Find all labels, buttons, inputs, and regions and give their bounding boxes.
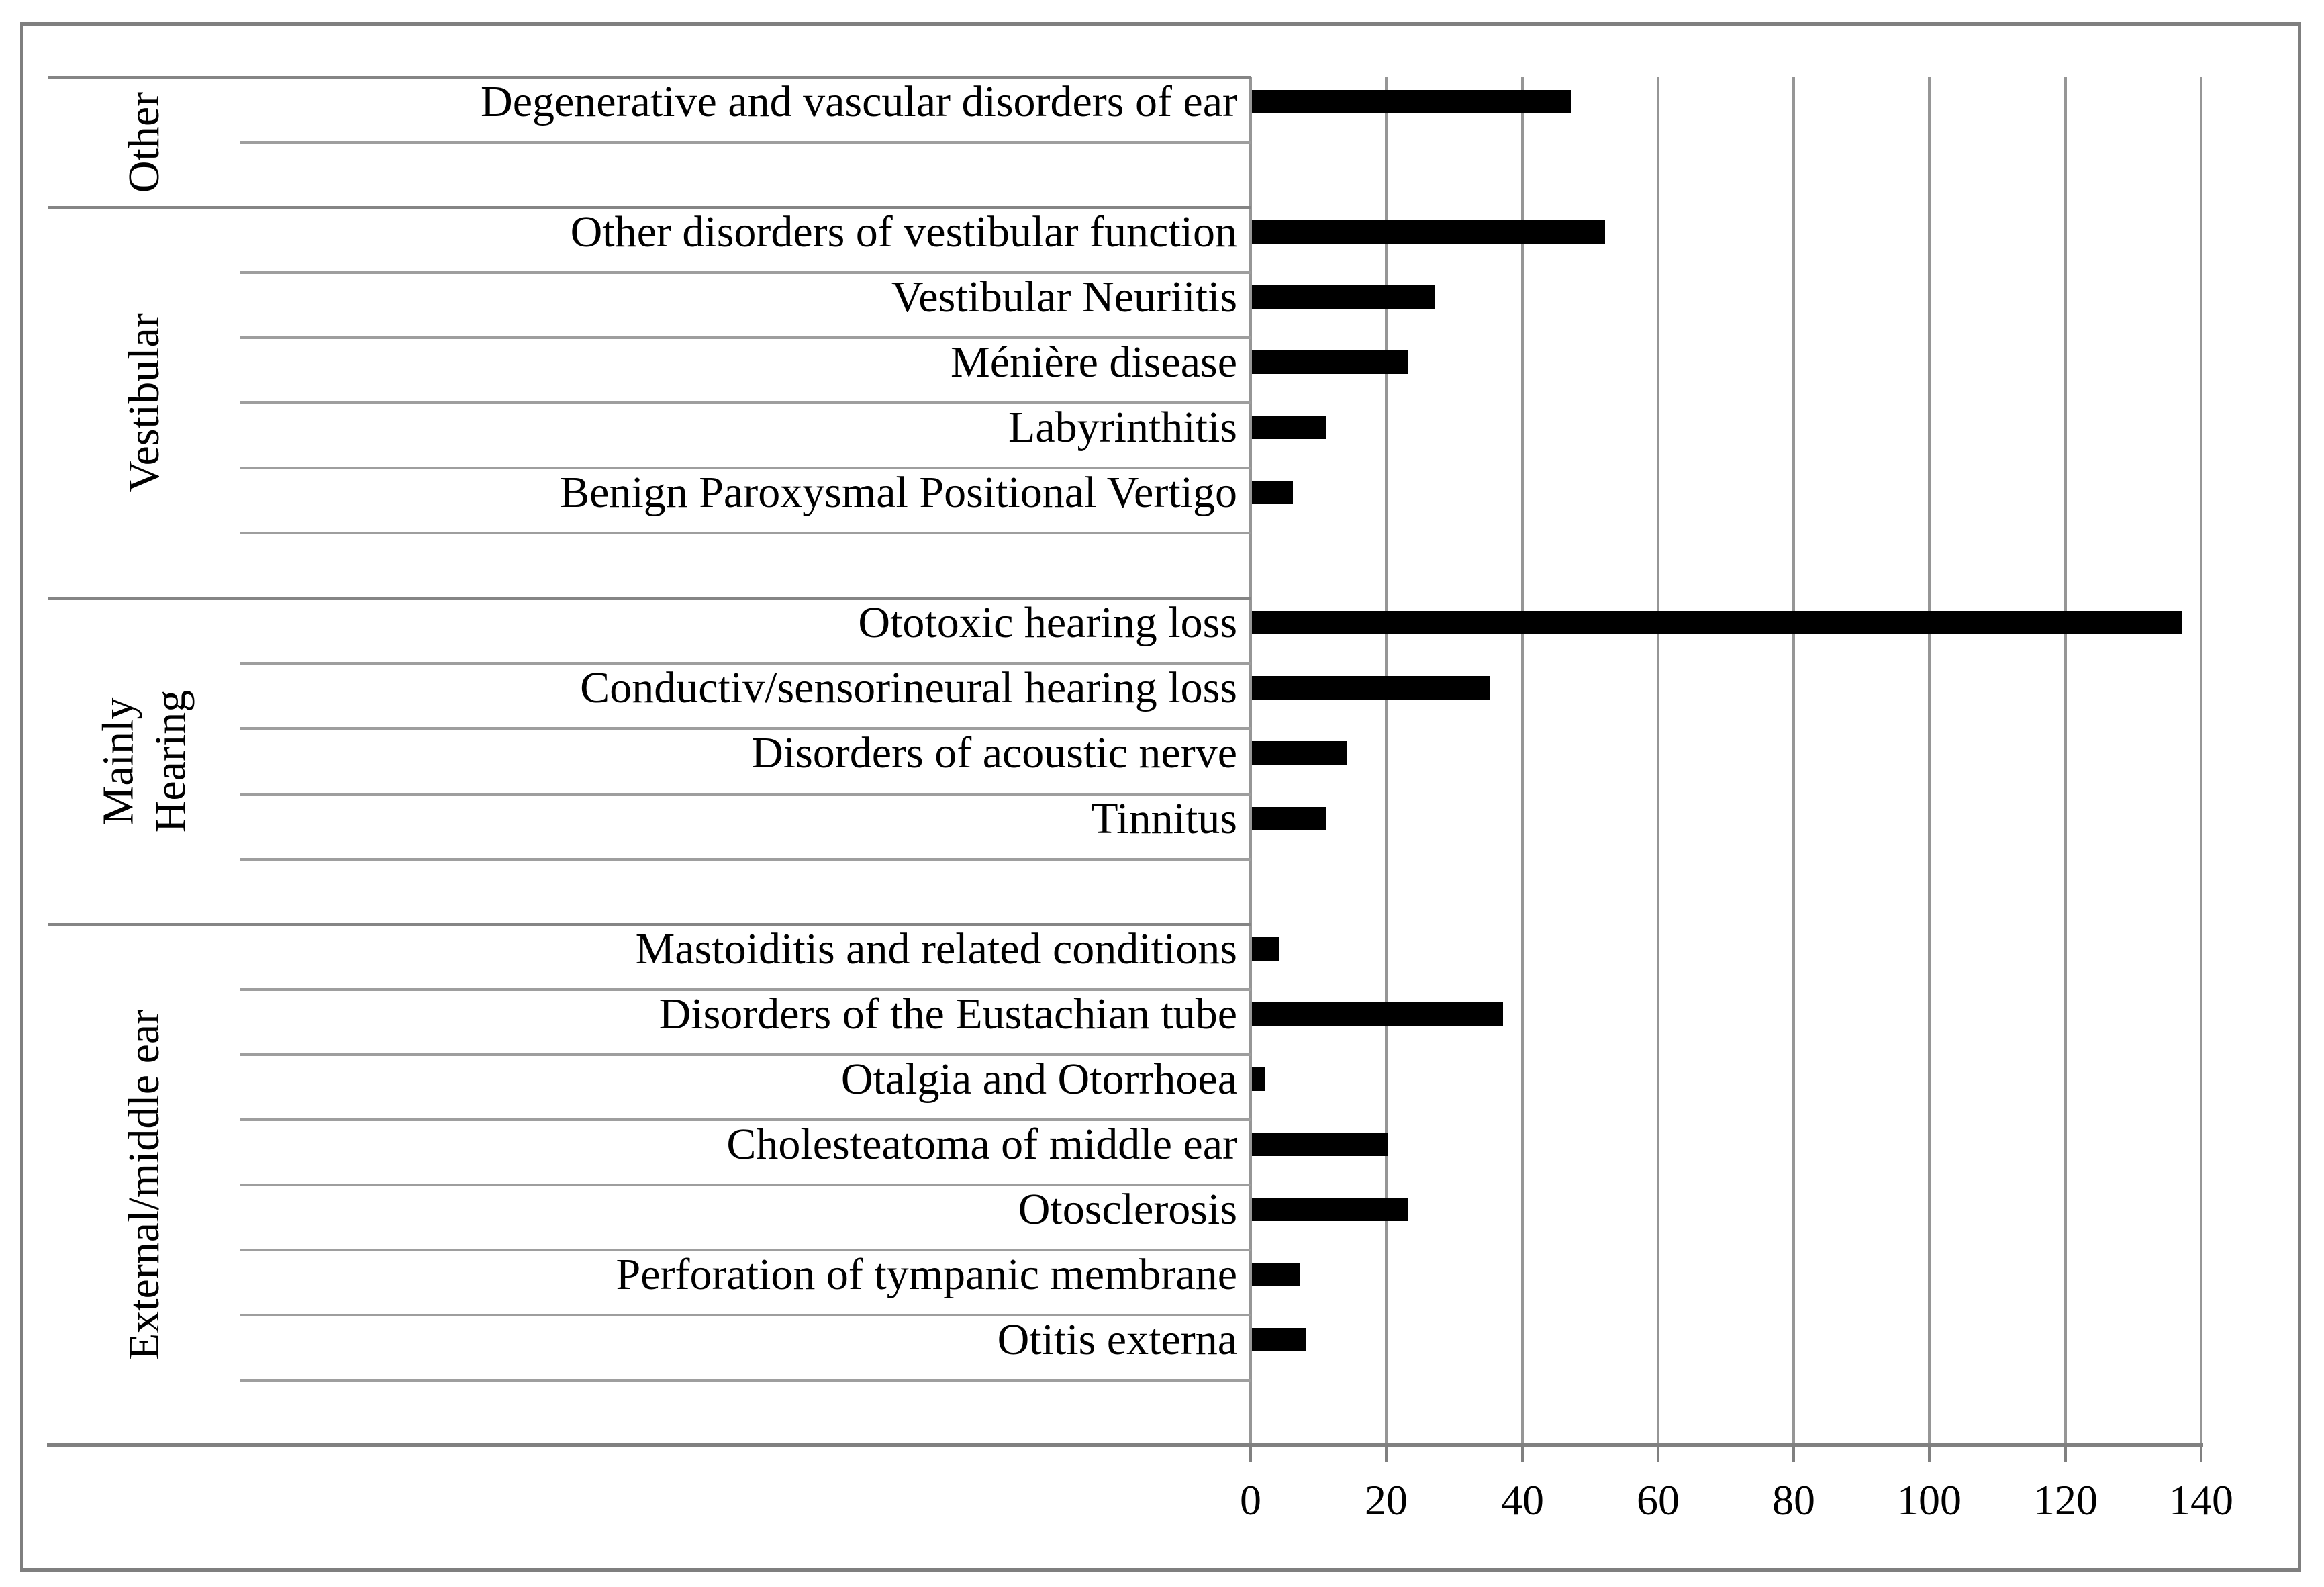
value-axis-tick-label: 20: [1365, 1476, 1408, 1524]
group-label-line: Vestibular: [119, 313, 168, 493]
value-axis-tick: [2200, 1445, 2202, 1462]
row-separator-line: [240, 1379, 1251, 1382]
group-label-text: Other: [118, 92, 171, 193]
bar: [1252, 285, 1435, 309]
category-label: Otitis externa: [997, 1315, 1237, 1364]
group-label-text: Mainly Hearing: [92, 689, 197, 832]
category-label: Disorders of the Eustachian tube: [659, 990, 1237, 1039]
group-separator-line: [48, 923, 1251, 926]
bar: [1252, 481, 1293, 504]
vertical-gridline: [2200, 77, 2202, 1445]
vertical-gridline: [1521, 77, 1524, 1445]
row-separator-line: [240, 1118, 1251, 1121]
category-label: Benign Paroxysmal Positional Vertigo: [560, 468, 1237, 517]
vertical-gridline: [2064, 77, 2067, 1445]
group-label-text: Vestibular: [118, 313, 171, 493]
category-label: Mastoiditis and related conditions: [635, 924, 1237, 973]
category-label: Labyrinthitis: [1008, 403, 1237, 452]
bar: [1252, 220, 1605, 244]
category-label: Ototoxic hearing loss: [858, 598, 1237, 647]
bar: [1252, 90, 1571, 113]
category-label: Conductiv/sensorineural hearing loss: [580, 663, 1237, 712]
row-separator-line: [240, 1249, 1251, 1251]
bar: [1252, 350, 1408, 374]
bar: [1252, 611, 2182, 634]
category-label: Vestibular Neuriitis: [891, 273, 1237, 322]
group-label: Vestibular: [54, 207, 235, 598]
value-axis-tick-label: 40: [1501, 1476, 1544, 1524]
group-separator-line: [48, 597, 1251, 600]
row-separator-line: [240, 1053, 1251, 1056]
value-axis-tick: [1657, 1445, 1659, 1462]
group-label-text: External/middle ear: [118, 1010, 171, 1360]
value-axis-tick: [1385, 1445, 1388, 1462]
category-label: Cholesteatoma of middle ear: [726, 1120, 1237, 1169]
bar: [1252, 1067, 1265, 1091]
bar: [1252, 1328, 1306, 1351]
bar: [1252, 1133, 1388, 1156]
row-separator-line: [240, 1314, 1251, 1316]
group-label-line: External/middle ear: [119, 1009, 169, 1361]
row-separator-line: [240, 141, 1251, 144]
row-separator-line: [240, 467, 1251, 469]
bar: [1252, 1263, 1300, 1286]
value-axis-tick: [1249, 1445, 1252, 1462]
vertical-gridline: [1792, 77, 1795, 1445]
value-axis-tick: [1521, 1445, 1524, 1462]
group-label: Mainly Hearing: [54, 598, 235, 924]
group-label: Other: [54, 77, 235, 207]
bar: [1252, 416, 1326, 439]
bar: [1252, 1198, 1408, 1221]
category-label: Degenerative and vascular disorders of e…: [481, 77, 1237, 126]
group-label-line: Other: [119, 91, 168, 193]
group-separator-line: [48, 206, 1251, 209]
category-label: Disorders of acoustic nerve: [751, 728, 1237, 777]
category-label: Otalgia and Otorrhoea: [840, 1055, 1237, 1104]
bar: [1252, 676, 1490, 700]
row-separator-line: [240, 401, 1251, 404]
value-axis-tick-label: 120: [2033, 1476, 2098, 1524]
group-label-line: Hearing: [145, 689, 195, 832]
row-separator-line: [240, 271, 1251, 274]
bar: [1252, 937, 1279, 961]
bar: [1252, 1002, 1503, 1026]
group-label: External/middle ear: [54, 924, 235, 1445]
value-axis-tick-label: 140: [2169, 1476, 2233, 1524]
row-separator-line: [240, 1184, 1251, 1186]
value-axis-tick-label: 80: [1772, 1476, 1815, 1524]
label-area-top-line: [48, 76, 1251, 79]
category-label: Tinnitus: [1091, 794, 1237, 843]
vertical-gridline: [1928, 77, 1931, 1445]
row-separator-line: [240, 532, 1251, 534]
bar: [1252, 741, 1347, 765]
value-axis-tick: [2064, 1445, 2067, 1462]
bar: [1252, 807, 1326, 830]
category-label: Perforation of tympanic membrane: [616, 1250, 1237, 1299]
category-label: Other disorders of vestibular function: [570, 207, 1237, 256]
chart-outer-border: [20, 22, 2301, 1572]
value-axis-tick: [1928, 1445, 1931, 1462]
row-separator-line: [240, 988, 1251, 991]
category-label: Ménière disease: [951, 338, 1237, 387]
category-axis-line: [47, 1443, 2203, 1447]
row-separator-line: [240, 336, 1251, 339]
value-axis-tick: [1792, 1445, 1795, 1462]
value-axis-tick-label: 60: [1637, 1476, 1680, 1524]
row-separator-line: [240, 727, 1251, 730]
row-separator-line: [240, 858, 1251, 861]
category-label: Otosclerosis: [1018, 1185, 1237, 1234]
vertical-gridline: [1657, 77, 1659, 1445]
group-label-line: Mainly: [93, 697, 142, 825]
row-separator-line: [240, 662, 1251, 665]
vertical-gridline: [1249, 77, 1252, 1445]
vertical-gridline: [1385, 77, 1388, 1445]
value-axis-tick-label: 100: [1897, 1476, 1962, 1524]
value-axis-tick-label: 0: [1240, 1476, 1261, 1524]
row-separator-line: [240, 793, 1251, 796]
